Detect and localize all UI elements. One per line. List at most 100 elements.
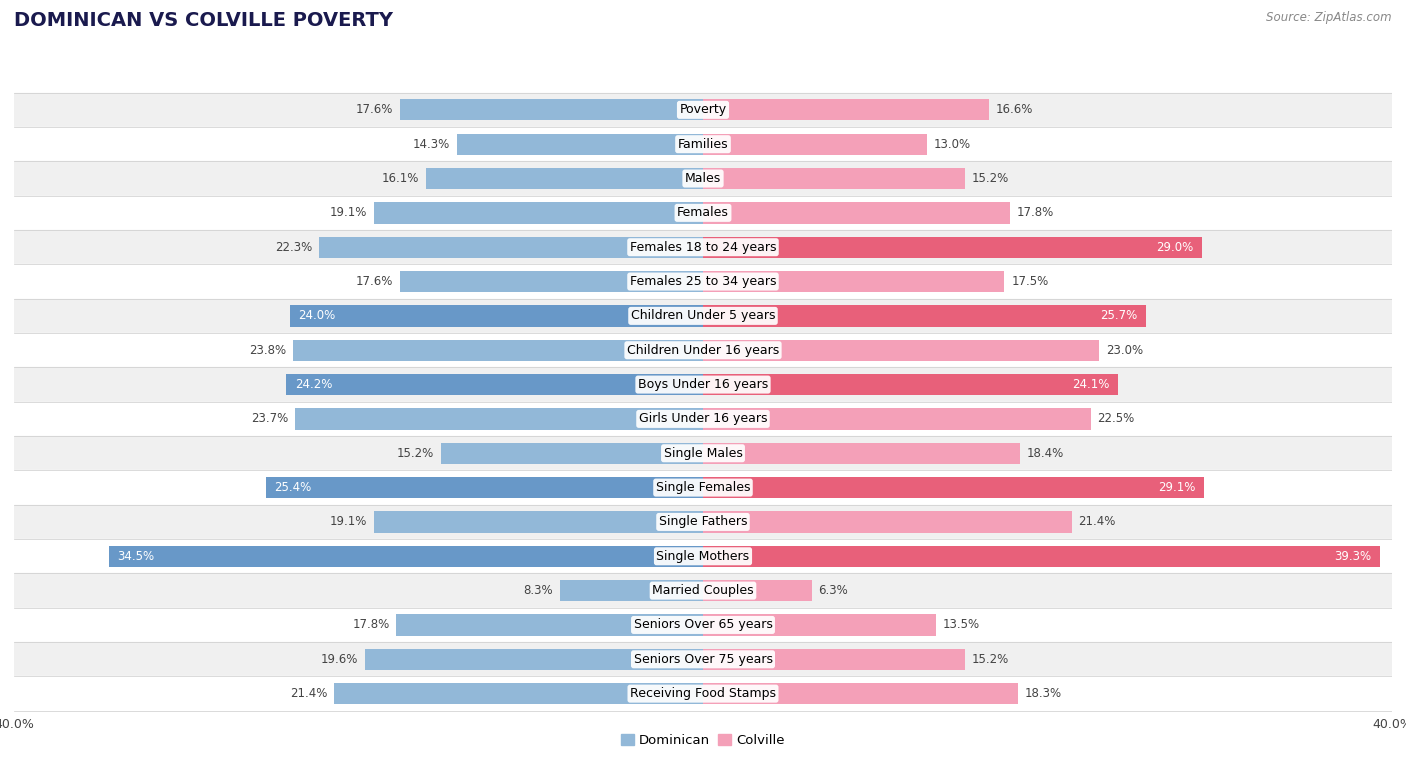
Bar (703, 236, 1202, 258)
Bar (14, 127, 1392, 161)
Text: 17.8%: 17.8% (353, 619, 389, 631)
Bar (290, 305, 703, 327)
Bar (14, 539, 1392, 574)
Bar (14, 265, 1392, 299)
Bar (266, 477, 703, 498)
Bar (14, 436, 1392, 471)
Text: 19.1%: 19.1% (330, 206, 367, 219)
Text: DOMINICAN VS COLVILLE POVERTY: DOMINICAN VS COLVILLE POVERTY (14, 11, 394, 30)
Bar (396, 614, 703, 636)
Text: 34.5%: 34.5% (117, 550, 155, 562)
Bar (703, 202, 1010, 224)
Text: Single Fathers: Single Fathers (659, 515, 747, 528)
Bar (374, 202, 703, 224)
Bar (703, 168, 965, 190)
Text: 19.1%: 19.1% (330, 515, 367, 528)
Text: Females 18 to 24 years: Females 18 to 24 years (630, 241, 776, 254)
Bar (14, 299, 1392, 333)
Bar (703, 409, 1091, 430)
Text: 14.3%: 14.3% (412, 138, 450, 151)
Text: 25.7%: 25.7% (1099, 309, 1137, 322)
Bar (14, 230, 1392, 265)
Text: 24.1%: 24.1% (1073, 378, 1109, 391)
Text: Single Males: Single Males (664, 446, 742, 460)
Bar (366, 649, 703, 670)
Text: 17.5%: 17.5% (1011, 275, 1049, 288)
Text: Poverty: Poverty (679, 103, 727, 116)
Text: 23.8%: 23.8% (249, 343, 287, 357)
Text: Source: ZipAtlas.com: Source: ZipAtlas.com (1267, 11, 1392, 24)
Text: 17.8%: 17.8% (1017, 206, 1053, 219)
Bar (14, 368, 1392, 402)
Text: Girls Under 16 years: Girls Under 16 years (638, 412, 768, 425)
Text: 21.4%: 21.4% (290, 688, 328, 700)
Bar (703, 512, 1071, 533)
Bar (399, 99, 703, 121)
Text: 13.5%: 13.5% (942, 619, 980, 631)
Bar (14, 402, 1392, 436)
Bar (14, 92, 1392, 127)
Text: 24.0%: 24.0% (298, 309, 336, 322)
Text: Females 25 to 34 years: Females 25 to 34 years (630, 275, 776, 288)
Bar (295, 409, 703, 430)
Text: Children Under 16 years: Children Under 16 years (627, 343, 779, 357)
Text: Males: Males (685, 172, 721, 185)
Bar (14, 608, 1392, 642)
Bar (319, 236, 703, 258)
Text: 29.1%: 29.1% (1159, 481, 1195, 494)
Bar (703, 683, 1018, 704)
Text: Married Couples: Married Couples (652, 584, 754, 597)
Text: Boys Under 16 years: Boys Under 16 years (638, 378, 768, 391)
Text: Single Females: Single Females (655, 481, 751, 494)
Text: 39.3%: 39.3% (1334, 550, 1371, 562)
Bar (14, 196, 1392, 230)
Text: Receiving Food Stamps: Receiving Food Stamps (630, 688, 776, 700)
Bar (108, 546, 703, 567)
Bar (14, 642, 1392, 676)
Bar (703, 133, 927, 155)
Bar (14, 676, 1392, 711)
Text: Seniors Over 65 years: Seniors Over 65 years (634, 619, 772, 631)
Bar (14, 471, 1392, 505)
Text: 29.0%: 29.0% (1157, 241, 1194, 254)
Bar (703, 305, 1146, 327)
Text: Seniors Over 75 years: Seniors Over 75 years (634, 653, 772, 666)
Legend: Dominican, Colville: Dominican, Colville (616, 729, 790, 753)
Bar (703, 477, 1204, 498)
Bar (335, 683, 703, 704)
Text: 15.2%: 15.2% (972, 172, 1010, 185)
Bar (292, 340, 703, 361)
Bar (399, 271, 703, 292)
Bar (703, 546, 1379, 567)
Bar (703, 443, 1019, 464)
Text: Females: Females (678, 206, 728, 219)
Text: 24.2%: 24.2% (295, 378, 332, 391)
Text: 21.4%: 21.4% (1078, 515, 1116, 528)
Text: Single Mothers: Single Mothers (657, 550, 749, 562)
Text: 16.1%: 16.1% (381, 172, 419, 185)
Bar (14, 574, 1392, 608)
Bar (14, 333, 1392, 368)
Bar (14, 161, 1392, 196)
Bar (703, 374, 1118, 395)
Text: 22.5%: 22.5% (1098, 412, 1135, 425)
Text: 18.3%: 18.3% (1025, 688, 1062, 700)
Text: 15.2%: 15.2% (396, 446, 434, 460)
Text: 23.7%: 23.7% (250, 412, 288, 425)
Bar (441, 443, 703, 464)
Text: Children Under 5 years: Children Under 5 years (631, 309, 775, 322)
Bar (14, 505, 1392, 539)
Bar (703, 99, 988, 121)
Bar (703, 614, 935, 636)
Text: 16.6%: 16.6% (995, 103, 1033, 116)
Bar (703, 649, 965, 670)
Text: 22.3%: 22.3% (274, 241, 312, 254)
Text: 18.4%: 18.4% (1026, 446, 1064, 460)
Bar (703, 580, 811, 601)
Text: 8.3%: 8.3% (523, 584, 553, 597)
Text: 15.2%: 15.2% (972, 653, 1010, 666)
Text: 23.0%: 23.0% (1107, 343, 1143, 357)
Bar (703, 271, 1004, 292)
Text: 6.3%: 6.3% (818, 584, 848, 597)
Bar (374, 512, 703, 533)
